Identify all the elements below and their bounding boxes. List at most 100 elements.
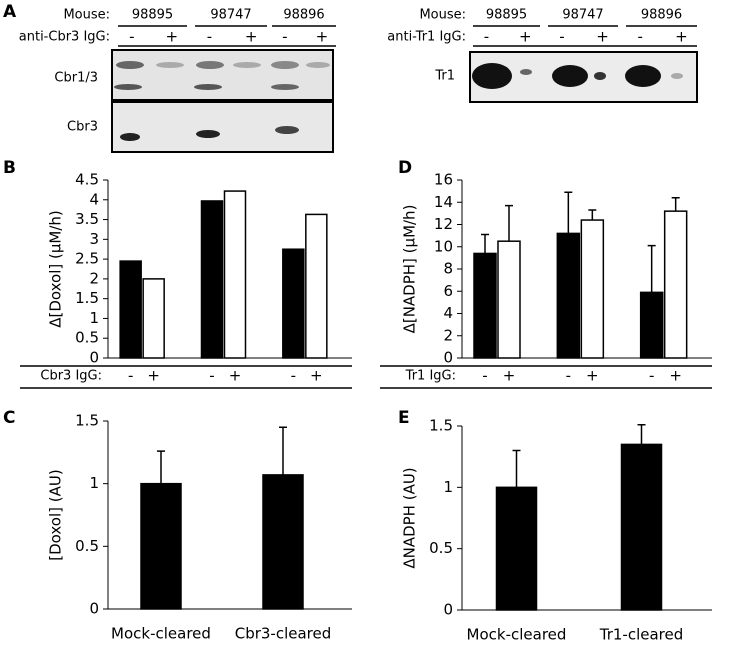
bar [119,260,142,359]
bar [223,190,247,359]
mouse-id: 98747 [210,8,251,23]
treatment-label: anti-Cbr3 IgG: [19,30,110,45]
bar [262,474,304,610]
y-axis-label: Δ[Doxol] (μM/h) [47,210,65,328]
y-tick-label: 0 [443,601,453,619]
y-tick-label: 8 [443,260,453,278]
bar [620,443,663,611]
y-tick-label: 1 [89,474,99,492]
treatment-label: anti-Tr1 IgG: [387,30,466,45]
y-tick-label: 1 [89,309,99,327]
x-axis-label: Tr1 IgG: [405,369,456,384]
lane-label: + [147,367,160,385]
lane-label: + [316,28,329,46]
bar [142,278,165,359]
lane-label: + [245,28,258,46]
mouse-id: 98895 [486,8,527,23]
y-tick-label: 1 [443,478,453,496]
mouse-id: 98896 [283,8,324,23]
lane-label: - [566,367,571,385]
error-bar [512,449,521,488]
y-tick-label: 0 [89,600,99,618]
y-tick-label: 4.5 [75,171,99,189]
y-axis-label: Δ[NADPH] (μM/h) [401,205,419,334]
bar [140,482,182,610]
y-tick-label: 0 [89,349,99,367]
error-bar [157,450,165,484]
y-tick-label: 12 [434,215,453,233]
error-bar [481,233,489,254]
error-bar [637,424,646,445]
y-tick-label: 4 [89,190,99,208]
y-tick-label: 2.5 [75,250,99,268]
y-tick-label: 3.5 [75,210,99,228]
lane-label: - [129,28,134,46]
lane-label: - [482,367,487,385]
lane-label: + [675,28,688,46]
x-tick-label: Tr1-cleared [599,626,684,644]
row-label: Cbr3 [67,120,98,135]
error-bar [564,191,573,234]
y-tick-label: 1.5 [75,289,99,307]
error-bar [588,209,597,221]
lane-label: - [291,367,296,385]
lane-label: + [596,28,609,46]
panel-label: A [3,2,17,22]
bar [495,486,538,611]
bar [497,240,521,359]
lane-label: - [207,28,212,46]
bar [663,210,688,359]
row-label: Tr1 [434,69,455,84]
lane-label: - [209,367,214,385]
mouse-id: 98895 [132,8,173,23]
bar [200,200,224,359]
y-tick-label: 4 [443,304,453,322]
lane-label: + [229,367,242,385]
panel-label: C [3,408,15,428]
bar [556,232,581,359]
bar [639,291,664,359]
x-tick-label: Cbr3-cleared [235,625,332,643]
mouse-id: 98896 [641,8,682,23]
lane-label: + [310,367,323,385]
y-tick-label: 2 [89,269,99,287]
lane-label: - [559,28,564,46]
error-bar [279,426,287,475]
y-axis-label: ΔNADPH (AU) [401,467,419,568]
row-label: Cbr1/3 [54,71,98,86]
x-tick-label: Mock-cleared [111,625,211,643]
mouse-label: Mouse: [419,8,466,23]
y-tick-label: 3 [89,230,99,248]
mouse-label: Mouse: [63,8,110,23]
y-tick-label: 0 [443,349,453,367]
lane-label: - [282,28,287,46]
lane-label: + [586,367,599,385]
y-tick-label: 0.5 [75,537,99,555]
bar [282,248,305,359]
blot-images [111,49,698,153]
y-tick-label: 0.5 [75,329,99,347]
lane-label: - [637,28,642,46]
y-axis-label: [Doxol] (AU) [47,469,65,560]
lane-label: - [484,28,489,46]
panel-label: E [398,408,410,428]
error-bar [647,244,656,293]
lane-label: + [669,367,682,385]
lane-label: - [649,367,654,385]
y-tick-label: 10 [434,237,453,255]
x-tick-label: Mock-cleared [467,626,567,644]
y-tick-label: 14 [434,193,453,211]
bar [580,219,605,359]
mouse-id: 98747 [562,8,603,23]
panel-label: D [398,158,412,178]
lane-label: + [166,28,179,46]
panel-label: B [3,158,16,178]
y-tick-label: 2 [443,326,453,344]
error-bar [671,197,680,212]
x-axis-label: Cbr3 IgG: [40,369,102,384]
bar [305,213,328,359]
y-tick-label: 0.5 [429,539,453,557]
lane-label: + [519,28,532,46]
lane-label: + [503,367,516,385]
